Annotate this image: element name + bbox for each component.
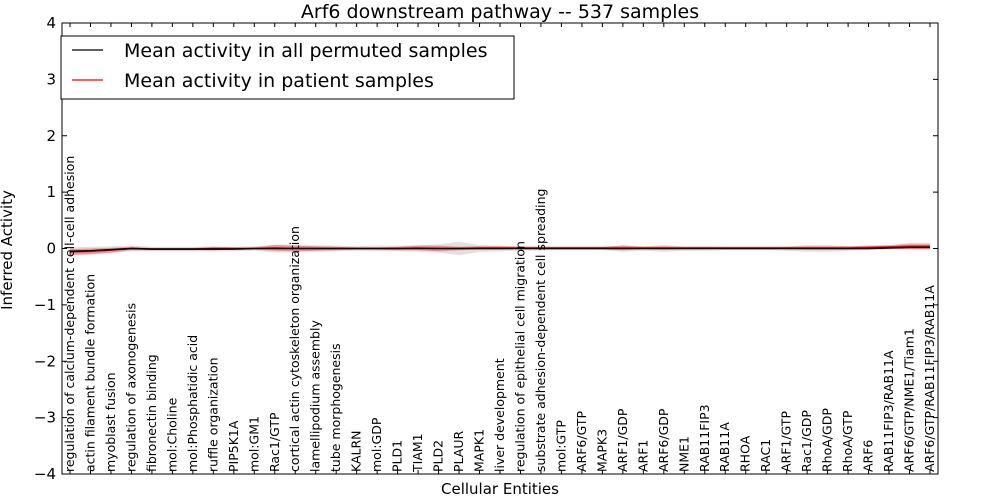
y-tick-label: 4	[46, 14, 56, 32]
legend-box	[60, 35, 515, 100]
x-tick-label: mol:Choline	[164, 397, 179, 472]
x-tick-label: RAC1	[758, 439, 773, 472]
x-tick-label: ARF1/GTP	[779, 411, 794, 472]
x-tick-label: mol:GDP	[369, 417, 384, 472]
x-tick-label: mol:GM1	[246, 416, 261, 472]
x-axis-label: Cellular Entities	[441, 480, 559, 498]
x-tick-label: RHOA	[738, 435, 753, 472]
x-tick-label: regulation of axonogenesis	[123, 303, 138, 472]
x-tick-label: mol:GTP	[553, 420, 568, 472]
x-tick-label: myoblast fusion	[103, 372, 118, 472]
y-axis: −4 −3 −2 −1 0 1 2 3 4	[34, 14, 938, 483]
y-tick-label: 2	[46, 127, 56, 145]
x-tick-label: ARF6	[861, 440, 876, 472]
x-tick-label: substrate adhesion-dependent cell spread…	[533, 189, 548, 472]
x-tick-label: lamellipodium assembly	[308, 320, 323, 472]
x-tick-label: actin filament bundle formation	[82, 274, 97, 472]
x-tick-label: liver development	[492, 358, 507, 472]
y-tick-label: 3	[46, 70, 56, 88]
legend-label-permuted: Mean activity in all permuted samples	[124, 40, 487, 62]
y-tick-label: −2	[34, 352, 56, 370]
x-tick-label: mol:Phosphatidic acid	[185, 335, 200, 472]
x-tick-label: ruffle organization	[205, 357, 220, 472]
x-tick-label: RAB11FIP3	[697, 404, 712, 472]
x-tick-label: ARF1/GDP	[615, 408, 630, 472]
y-tick-label: −1	[34, 296, 56, 314]
chart-title: Arf6 downstream pathway -- 537 samples	[301, 1, 699, 23]
y-tick-label: 1	[46, 183, 56, 201]
x-tick-label: fibronectin binding	[144, 354, 159, 472]
y-tick-label: −4	[34, 465, 56, 483]
series-lines	[69, 245, 930, 253]
x-tick-label: regulation of calcium-dependent cell-cel…	[62, 156, 77, 472]
x-tick-label: RhoA/GTP	[840, 410, 855, 472]
x-tick-label: Rac1/GTP	[267, 412, 282, 472]
y-tick-label: −3	[34, 409, 56, 427]
x-tick-label: RAB11FIP3/RAB11A	[881, 350, 896, 472]
x-tick-label: ARF6/GTP/RAB11FIP3/RAB11A	[922, 285, 937, 472]
x-tick-label: cortical actin cytoskeleton organization	[287, 226, 302, 472]
x-tick-labels: regulation of calcium-dependent cell-cel…	[62, 23, 937, 474]
x-tick-label: PLAUR	[451, 431, 466, 472]
x-tick-label: ARF1	[635, 440, 650, 472]
x-tick-label: tube morphogenesis	[328, 343, 343, 472]
x-tick-label: RhoA/GDP	[820, 408, 835, 472]
x-tick-label: MAPK1	[472, 429, 487, 472]
x-tick-label: PLD2	[431, 440, 446, 472]
x-tick-label: Rac1/GDP	[799, 410, 814, 472]
legend: Mean activity in all permuted samples Me…	[60, 35, 515, 100]
x-tick-label: regulation of epithelial cell migration	[512, 241, 527, 472]
x-tick-label: ARF6/GDP	[656, 408, 671, 472]
y-tick-label: 0	[46, 240, 56, 258]
x-tick-label: NME1	[676, 436, 691, 472]
x-tick-label: MAPK3	[594, 429, 609, 472]
x-tick-label: PIP5K1A	[226, 420, 241, 472]
legend-label-patient: Mean activity in patient samples	[124, 70, 434, 92]
x-tick-label: KALRN	[349, 430, 364, 472]
x-tick-label: TIAM1	[410, 433, 425, 473]
x-tick-label: PLD1	[390, 440, 405, 472]
permuted-mean-line	[69, 246, 930, 253]
y-axis-label: Inferred Activity	[0, 190, 16, 310]
x-tick-label: ARF6/GTP/NME1/Tiam1	[902, 328, 917, 472]
x-tick-label: ARF6/GTP	[574, 411, 589, 472]
x-tick-label: RAB11A	[717, 422, 732, 472]
